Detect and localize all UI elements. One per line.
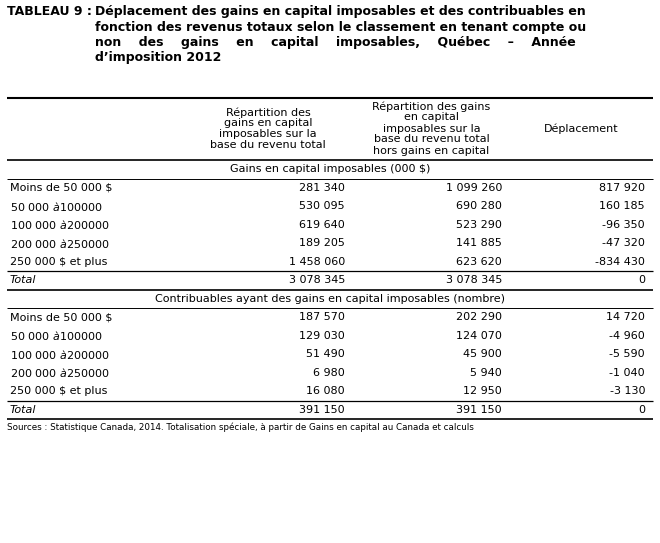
Text: -1 040: -1 040 <box>609 368 645 378</box>
Text: Sources : Statistique Canada, 2014. Totalisation spéciale, à partir de Gains en : Sources : Statistique Canada, 2014. Tota… <box>7 422 474 432</box>
Text: hors gains en capital: hors gains en capital <box>374 146 490 155</box>
Text: 0: 0 <box>638 275 645 285</box>
Text: 12 950: 12 950 <box>463 386 502 396</box>
Text: 5 940: 5 940 <box>470 368 502 378</box>
Text: 6 980: 6 980 <box>314 368 345 378</box>
Text: Contribuables ayant des gains en capital imposables (nombre): Contribuables ayant des gains en capital… <box>155 294 505 304</box>
Text: 200 000 $ à 250 000 $: 200 000 $ à 250 000 $ <box>10 366 110 379</box>
Text: Moins de 50 000 $: Moins de 50 000 $ <box>10 183 112 193</box>
Text: 187 570: 187 570 <box>299 312 345 322</box>
Text: 100 000 $ à 200 000 $: 100 000 $ à 200 000 $ <box>10 218 110 231</box>
Text: 623 620: 623 620 <box>456 257 502 267</box>
Text: Moins de 50 000 $: Moins de 50 000 $ <box>10 312 112 322</box>
Text: 45 900: 45 900 <box>463 349 502 359</box>
Text: Déplacement des gains en capital imposables et des contribuables en: Déplacement des gains en capital imposab… <box>95 5 586 18</box>
Text: 141 885: 141 885 <box>456 238 502 248</box>
Text: 619 640: 619 640 <box>299 220 345 230</box>
Text: Total: Total <box>10 405 36 415</box>
Text: imposables sur la: imposables sur la <box>383 123 480 134</box>
Text: -3 130: -3 130 <box>609 386 645 396</box>
Text: 1 099 260: 1 099 260 <box>446 183 502 193</box>
Text: -96 350: -96 350 <box>603 220 645 230</box>
Text: 50 000 $ à 100 000 $: 50 000 $ à 100 000 $ <box>10 329 103 342</box>
Text: 391 150: 391 150 <box>300 405 345 415</box>
Text: 124 070: 124 070 <box>456 331 502 341</box>
Text: 189 205: 189 205 <box>299 238 345 248</box>
Text: Répartition des gains: Répartition des gains <box>372 102 490 112</box>
Text: 16 080: 16 080 <box>306 386 345 396</box>
Text: non    des    gains    en    capital    imposables,    Québec    –    Année: non des gains en capital imposables, Qué… <box>95 36 576 49</box>
Text: 250 000 $ et plus: 250 000 $ et plus <box>10 257 108 267</box>
Text: gains en capital: gains en capital <box>224 118 312 128</box>
Text: 50 000 $ à 100 000 $: 50 000 $ à 100 000 $ <box>10 200 103 213</box>
Text: base du revenu total: base du revenu total <box>210 140 326 150</box>
Text: 51 490: 51 490 <box>306 349 345 359</box>
Text: 202 290: 202 290 <box>456 312 502 322</box>
Text: 391 150: 391 150 <box>456 405 502 415</box>
Text: 281 340: 281 340 <box>299 183 345 193</box>
Text: TABLEAU 9 :: TABLEAU 9 : <box>7 5 92 18</box>
Text: fonction des revenus totaux selon le classement en tenant compte ou: fonction des revenus totaux selon le cla… <box>95 21 586 34</box>
Text: 100 000 $ à 200 000 $: 100 000 $ à 200 000 $ <box>10 348 110 361</box>
Text: 3 078 345: 3 078 345 <box>288 275 345 285</box>
Text: 3 078 345: 3 078 345 <box>446 275 502 285</box>
Text: Déplacement: Déplacement <box>544 124 619 135</box>
Text: 0: 0 <box>638 405 645 415</box>
Text: -47 320: -47 320 <box>602 238 645 248</box>
Text: 160 185: 160 185 <box>599 201 645 211</box>
Text: 530 095: 530 095 <box>300 201 345 211</box>
Text: Répartition des: Répartition des <box>226 107 310 117</box>
Text: 523 290: 523 290 <box>456 220 502 230</box>
Text: 1 458 060: 1 458 060 <box>289 257 345 267</box>
Text: -4 960: -4 960 <box>609 331 645 341</box>
Text: 690 280: 690 280 <box>456 201 502 211</box>
Text: 129 030: 129 030 <box>299 331 345 341</box>
Text: imposables sur la: imposables sur la <box>219 129 317 139</box>
Text: -5 590: -5 590 <box>609 349 645 359</box>
Text: base du revenu total: base du revenu total <box>374 135 489 144</box>
Text: Gains en capital imposables (000 $): Gains en capital imposables (000 $) <box>230 164 430 174</box>
Text: 14 720: 14 720 <box>606 312 645 322</box>
Text: Total: Total <box>10 275 36 285</box>
Text: -834 430: -834 430 <box>595 257 645 267</box>
Text: d’imposition 2012: d’imposition 2012 <box>95 52 221 65</box>
Text: 250 000 $ et plus: 250 000 $ et plus <box>10 386 108 396</box>
Text: 817 920: 817 920 <box>599 183 645 193</box>
Text: 200 000 $ à 250 000 $: 200 000 $ à 250 000 $ <box>10 237 110 250</box>
Text: en capital: en capital <box>404 112 459 123</box>
